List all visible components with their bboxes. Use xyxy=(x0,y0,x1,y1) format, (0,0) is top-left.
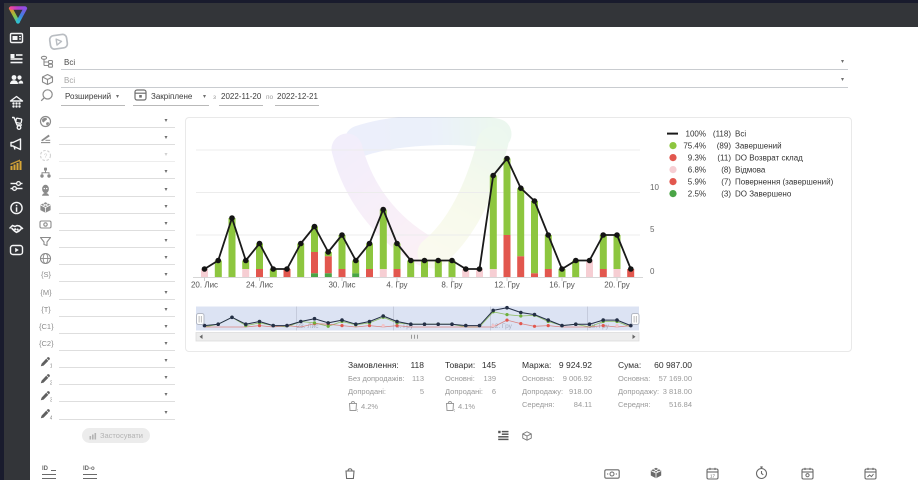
svg-text:(118): (118) xyxy=(713,129,731,138)
svg-text:100%: 100% xyxy=(686,129,706,138)
svg-text:10: 10 xyxy=(650,183,659,192)
svg-text:Всі: Всі xyxy=(735,129,746,138)
svg-text:20. Лис: 20. Лис xyxy=(191,281,218,290)
svg-text:8. Гру: 8. Гру xyxy=(441,281,462,290)
svg-text:12. Гру: 12. Гру xyxy=(494,281,520,290)
svg-text:4: 4 xyxy=(50,415,52,420)
svg-text:0: 0 xyxy=(650,267,655,276)
svg-text:2.5%: 2.5% xyxy=(688,189,706,198)
svg-text:1: 1 xyxy=(50,364,52,369)
svg-text:DO Возврат склад: DO Возврат склад xyxy=(735,153,803,162)
svg-text:12. Гру: 12. Гру xyxy=(491,323,513,330)
svg-text:Завершений: Завершений xyxy=(735,141,782,150)
svg-text:(3): (3) xyxy=(721,189,731,198)
svg-text:Повернення (завершений): Повернення (завершений) xyxy=(735,177,834,186)
svg-text:17: 17 xyxy=(710,474,716,479)
svg-text:x: x xyxy=(454,408,455,412)
svg-text:Відмова: Відмова xyxy=(735,165,766,174)
svg-text:20. Гру: 20. Гру xyxy=(604,281,630,290)
svg-text:?: ? xyxy=(44,153,48,160)
svg-text:19. Гру: 19. Гру xyxy=(588,323,610,330)
svg-text:(7): (7) xyxy=(721,177,731,186)
svg-text:75.4%: 75.4% xyxy=(683,141,706,150)
svg-text:(8): (8) xyxy=(721,165,731,174)
svg-text:5.9%: 5.9% xyxy=(688,177,706,186)
svg-text:30. Лис: 30. Лис xyxy=(328,281,355,290)
svg-text:6.8%: 6.8% xyxy=(688,165,706,174)
svg-text:2: 2 xyxy=(50,381,52,386)
svg-text:4. Гру: 4. Гру xyxy=(386,281,407,290)
svg-text:3: 3 xyxy=(50,398,52,403)
svg-text:24. Лис: 24. Лис xyxy=(246,281,273,290)
svg-text:5: 5 xyxy=(650,225,655,234)
svg-text:9.3%: 9.3% xyxy=(688,153,706,162)
svg-text:28. Лис: 28. Лис xyxy=(297,323,320,330)
svg-text:DO Завершено: DO Завершено xyxy=(735,189,792,198)
svg-text:16. Гру: 16. Гру xyxy=(549,281,575,290)
svg-text:x: x xyxy=(357,408,358,412)
svg-text:(11): (11) xyxy=(717,153,731,162)
svg-text:(89): (89) xyxy=(717,141,732,150)
